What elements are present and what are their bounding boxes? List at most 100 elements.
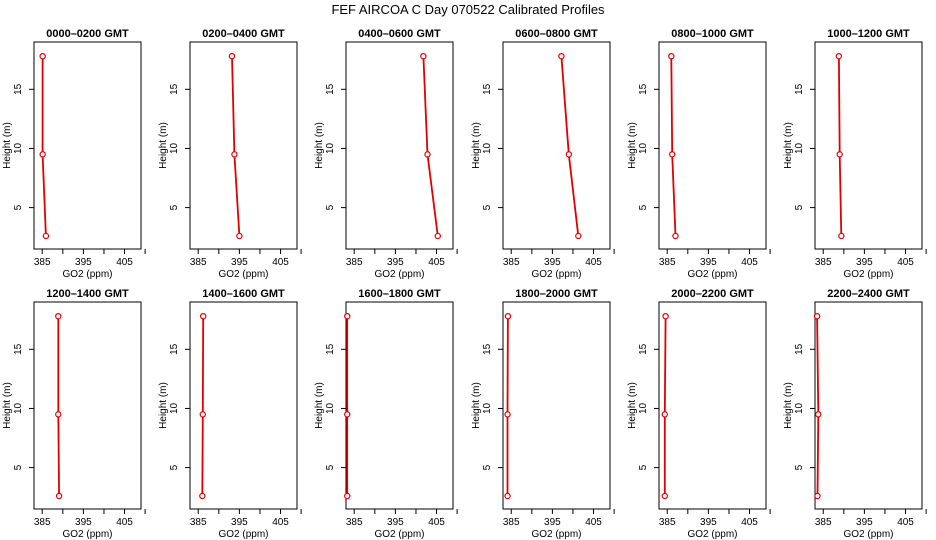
x-tick-label: 395 (700, 517, 717, 528)
x-axis-label: GO2 (ppm) (374, 269, 424, 280)
y-tick-label: 10 (794, 402, 805, 414)
profile-point (39, 151, 46, 158)
profile-point (231, 151, 238, 158)
y-tick-label: 10 (638, 142, 649, 154)
y-tick-label: 5 (638, 204, 649, 210)
profile-panel-2: 0200–0400 GMT 385 395 405 5 10 15 GO2 (ppm) Heig… (158, 28, 302, 280)
profile-point (344, 411, 351, 418)
x-tick-label: 395 (856, 257, 873, 268)
panel-title: 1600–1800 GMT (358, 288, 441, 300)
plot-frame (814, 41, 923, 250)
x-tick-label: 405 (585, 257, 602, 268)
x-tick-label: 385 (659, 257, 676, 268)
x-tick-label: 405 (741, 517, 758, 528)
profile-point (662, 312, 669, 320)
profile-point (815, 411, 822, 418)
y-tick-label: 10 (169, 142, 180, 154)
profile-point (424, 151, 431, 158)
profile-point (835, 52, 843, 60)
y-tick-label: 15 (794, 83, 805, 95)
y-axis-label: Height (m) (314, 122, 325, 169)
y-axis-label: Height (m) (2, 382, 13, 429)
x-tick-label: 395 (387, 257, 404, 268)
y-tick-label: 5 (13, 464, 24, 470)
figure-title: FEF AIRCOA C Day 070522 Calibrated Profi… (331, 2, 605, 17)
profile-panel-3: 0400–0600 GMT 385 395 405 5 10 15 GO2 (ppm) Heig… (314, 28, 458, 280)
x-axis-label: GO2 (ppm) (218, 529, 268, 540)
y-tick-label: 10 (13, 402, 24, 414)
x-tick-label: 395 (544, 257, 561, 268)
y-tick-label: 15 (638, 83, 649, 95)
plot-frame (658, 41, 767, 250)
y-tick-label: 15 (482, 343, 493, 355)
y-tick-label: 15 (13, 343, 24, 355)
profile-point (42, 232, 50, 240)
y-tick-label: 5 (169, 464, 180, 470)
profile-line (838, 56, 843, 237)
y-axis-label: Height (m) (627, 382, 638, 429)
x-axis-label: GO2 (ppm) (531, 529, 581, 540)
x-tick-label: 385 (190, 257, 207, 268)
x-tick-label: 395 (700, 257, 717, 268)
y-tick-label: 15 (325, 343, 336, 355)
profile-panel-1: 0000–0200 GMT 385 395 405 5 10 15 GO2 (ppm) Heig… (2, 28, 146, 280)
plot-frame (189, 301, 298, 510)
y-axis-label: Height (m) (471, 122, 482, 169)
profile-point (228, 52, 236, 60)
x-tick-label: 385 (659, 517, 676, 528)
y-tick-label: 10 (13, 142, 24, 154)
plot-frame (33, 301, 142, 510)
x-tick-label: 385 (815, 257, 832, 268)
panel-title: 0200–0400 GMT (202, 28, 285, 40)
profile-point (838, 232, 845, 240)
y-tick-label: 10 (325, 142, 336, 154)
x-tick-label: 395 (75, 257, 92, 268)
x-axis-label: GO2 (ppm) (843, 269, 893, 280)
profile-point (814, 492, 821, 500)
profile-panel-11: 2000–2200 GMT 385 395 405 5 10 15 GO2 (ppm) Heig… (627, 288, 771, 540)
x-axis-label: GO2 (ppm) (62, 269, 112, 280)
profile-panel-10: 1800–2000 GMT 385 395 405 5 10 15 GO2 (ppm) Heig… (471, 288, 615, 540)
y-tick-label: 15 (638, 343, 649, 355)
panel-title: 1400–1600 GMT (202, 288, 285, 300)
y-tick-label: 15 (794, 343, 805, 355)
plot-frame (33, 41, 142, 250)
x-tick-label: 385 (815, 517, 832, 528)
profile-point (558, 52, 565, 60)
profile-point (199, 312, 207, 320)
profile-point (813, 312, 821, 320)
y-axis-label: Height (m) (627, 122, 638, 169)
profile-point (55, 492, 63, 500)
y-tick-label: 10 (325, 402, 336, 414)
x-tick-label: 395 (856, 517, 873, 528)
y-tick-label: 10 (794, 142, 805, 154)
profile-panel-7: 1200–1400 GMT 385 395 405 5 10 15 GO2 (ppm) Heig… (2, 288, 146, 540)
y-tick-label: 5 (482, 204, 493, 210)
panel-title: 2000–2200 GMT (671, 288, 754, 300)
profile-line (663, 316, 667, 496)
x-tick-label: 405 (116, 517, 133, 528)
profile-panel-5: 0800–1000 GMT 385 395 405 5 10 15 GO2 (ppm) Heig… (627, 28, 771, 280)
profile-point (344, 312, 351, 320)
profile-point (565, 151, 573, 158)
x-tick-label: 395 (387, 517, 404, 528)
x-tick-label: 385 (346, 257, 363, 268)
y-tick-label: 5 (325, 204, 336, 210)
x-tick-label: 385 (346, 517, 363, 528)
x-axis-label: GO2 (ppm) (62, 529, 112, 540)
x-tick-label: 395 (544, 517, 561, 528)
y-tick-label: 15 (169, 343, 180, 355)
profile-panel-8: 1400–1600 GMT 385 395 405 5 10 15 GO2 (ppm) Heig… (158, 288, 302, 540)
panels: 0000–0200 GMT 385 395 405 5 10 15 GO2 (ppm) Heig… (2, 28, 927, 540)
x-tick-label: 395 (231, 517, 248, 528)
y-tick-label: 5 (794, 204, 805, 210)
profile-panel-4: 0600–0800 GMT 385 395 405 5 10 15 GO2 (ppm) Heig… (471, 28, 615, 280)
profile-line (57, 316, 60, 497)
profile-line (422, 56, 439, 237)
y-axis-label: Height (m) (471, 382, 482, 429)
profile-point (434, 232, 441, 240)
profile-panel-9: 1600–1800 GMT 385 395 405 5 10 15 GO2 (ppm) Heig… (314, 288, 458, 540)
x-tick-label: 395 (231, 257, 248, 268)
plot-frame (502, 41, 611, 250)
